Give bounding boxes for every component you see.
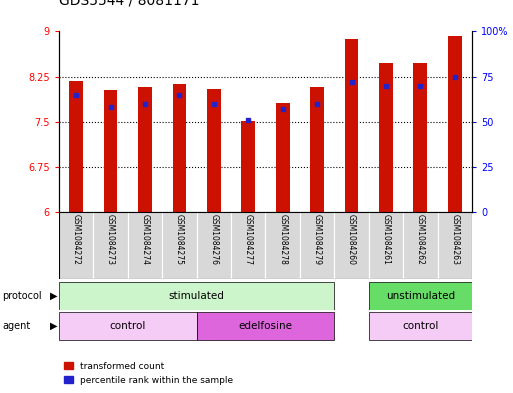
Bar [379, 63, 393, 212]
FancyBboxPatch shape [128, 212, 162, 279]
Text: GSM1084273: GSM1084273 [106, 214, 115, 265]
Text: GSM1084279: GSM1084279 [312, 214, 322, 265]
FancyBboxPatch shape [369, 281, 472, 310]
FancyBboxPatch shape [369, 312, 472, 340]
Text: GSM1084260: GSM1084260 [347, 214, 356, 265]
Text: GSM1084277: GSM1084277 [244, 214, 253, 265]
Bar [242, 121, 255, 212]
Text: GSM1084261: GSM1084261 [382, 214, 390, 265]
FancyBboxPatch shape [334, 212, 369, 279]
FancyBboxPatch shape [162, 212, 196, 279]
Bar [207, 89, 221, 212]
Text: GSM1084278: GSM1084278 [278, 214, 287, 265]
Bar [172, 84, 186, 212]
Bar [276, 103, 289, 212]
Bar [69, 81, 83, 212]
Text: stimulated: stimulated [169, 291, 225, 301]
FancyBboxPatch shape [403, 212, 438, 279]
Text: GSM1084274: GSM1084274 [141, 214, 149, 265]
Text: ▶: ▶ [50, 321, 57, 331]
Text: agent: agent [3, 321, 31, 331]
FancyBboxPatch shape [300, 212, 334, 279]
Text: edelfosine: edelfosine [239, 321, 292, 331]
Text: ▶: ▶ [50, 291, 57, 301]
FancyBboxPatch shape [231, 212, 265, 279]
Bar [310, 88, 324, 212]
FancyBboxPatch shape [438, 212, 472, 279]
Text: protocol: protocol [3, 291, 42, 301]
FancyBboxPatch shape [59, 281, 334, 310]
Legend: transformed count, percentile rank within the sample: transformed count, percentile rank withi… [64, 362, 233, 385]
Text: GSM1084262: GSM1084262 [416, 214, 425, 265]
Text: GSM1084272: GSM1084272 [72, 214, 81, 265]
FancyBboxPatch shape [196, 312, 334, 340]
Bar [345, 39, 359, 212]
FancyBboxPatch shape [93, 212, 128, 279]
Bar [138, 88, 152, 212]
Text: control: control [402, 321, 439, 331]
FancyBboxPatch shape [265, 212, 300, 279]
Text: GSM1084263: GSM1084263 [450, 214, 459, 265]
Text: GSM1084276: GSM1084276 [209, 214, 219, 265]
FancyBboxPatch shape [59, 212, 93, 279]
Text: unstimulated: unstimulated [386, 291, 455, 301]
Text: GSM1084275: GSM1084275 [175, 214, 184, 265]
Bar [413, 63, 427, 212]
Text: control: control [110, 321, 146, 331]
Bar [104, 90, 117, 212]
FancyBboxPatch shape [369, 212, 403, 279]
Text: GDS5544 / 8081171: GDS5544 / 8081171 [59, 0, 200, 8]
FancyBboxPatch shape [196, 212, 231, 279]
Bar [448, 36, 462, 212]
FancyBboxPatch shape [59, 312, 196, 340]
